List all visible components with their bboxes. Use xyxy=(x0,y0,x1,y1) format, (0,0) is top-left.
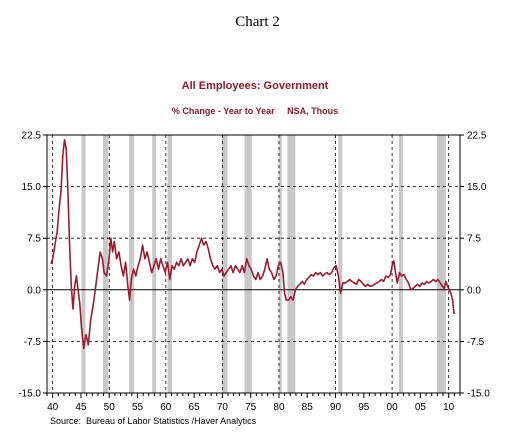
x-tick-label: 85 xyxy=(302,402,314,413)
x-tick-label: 60 xyxy=(160,402,172,413)
recession-band xyxy=(436,135,446,393)
x-tick-label: 65 xyxy=(189,402,201,413)
y-tick-label-left: 7.5 xyxy=(27,234,41,245)
x-tick-label: 95 xyxy=(358,402,370,413)
chart-title: All Employees: Government xyxy=(182,80,329,92)
y-tick-label-right: 0.0 xyxy=(467,285,481,296)
recession-band xyxy=(81,135,86,393)
recession-shading xyxy=(81,135,446,393)
y-tick-label-right: 22.5 xyxy=(467,131,487,142)
axis-ticks: 22.5 22.5 15.0 15.0 7.5 7.5 0.0 0.0 -7.5 -7.5 -15.… xyxy=(18,131,490,414)
series-layer xyxy=(50,139,455,350)
y-tick-label-left: 0.0 xyxy=(27,285,41,296)
x-tick-label: 50 xyxy=(104,402,116,413)
x-tick-label: 75 xyxy=(245,402,257,413)
recession-band xyxy=(103,135,109,393)
y-tick-label-right: 15.0 xyxy=(467,182,487,193)
x-tick-label: 40 xyxy=(47,402,59,413)
recession-band xyxy=(338,135,343,393)
chart-label: Chart 2 xyxy=(235,14,280,30)
recession-band xyxy=(167,135,173,393)
x-tick-label: 55 xyxy=(132,402,144,413)
series-line xyxy=(50,139,455,350)
recession-band xyxy=(129,135,135,393)
x-tick-label: 90 xyxy=(330,402,342,413)
chart-subtitle: % Change - Year to Year NSA, Thous xyxy=(172,106,338,116)
gridlines xyxy=(47,135,460,393)
x-tick-label: 10 xyxy=(443,402,455,413)
y-tick-label-left: 15.0 xyxy=(22,182,42,193)
x-tick-label: 80 xyxy=(273,402,285,413)
recession-band xyxy=(398,135,403,393)
y-tick-label-right: 7.5 xyxy=(467,234,481,245)
recession-band xyxy=(221,135,228,393)
y-tick-label-left: -7.5 xyxy=(24,337,42,348)
y-tick-label-left: 22.5 xyxy=(22,131,42,142)
y-tick-label-right: -7.5 xyxy=(467,337,485,348)
x-tick-label: 00 xyxy=(387,402,399,413)
y-tick-label-right: -15.0 xyxy=(467,389,490,400)
y-tick-label-left: -15.0 xyxy=(18,389,41,400)
source-note: Source: Bureau of Labor Statistics /Have… xyxy=(50,416,257,426)
plot-area-frame xyxy=(46,134,461,394)
x-tick-label: 70 xyxy=(217,402,229,413)
recession-band xyxy=(287,135,296,393)
x-tick-label: 05 xyxy=(415,402,427,413)
x-tick-label: 45 xyxy=(75,402,87,413)
